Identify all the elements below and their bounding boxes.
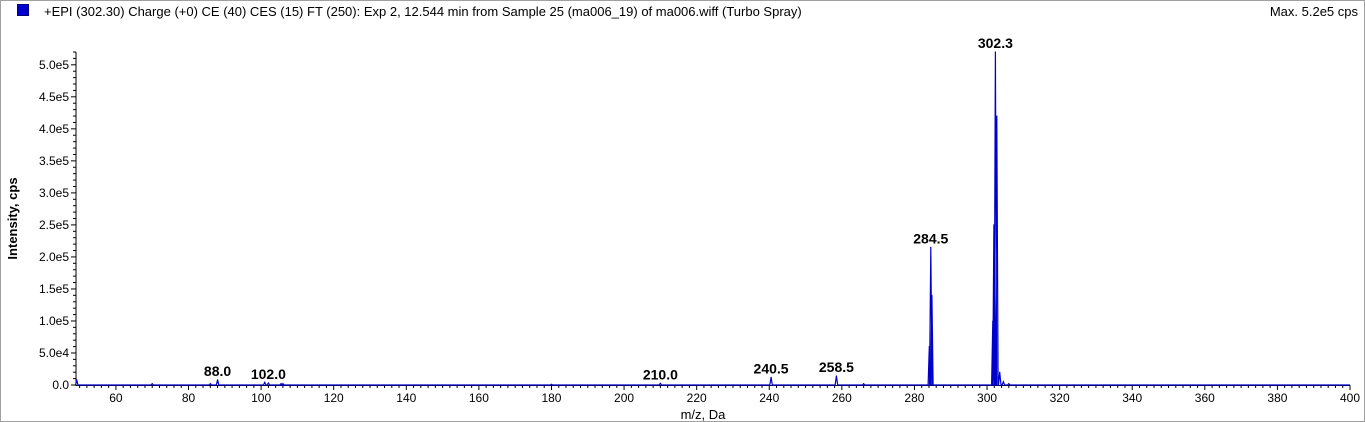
x-tick-label: 320	[1050, 391, 1070, 405]
y-ticks: 0.0 5.0e4 1.0e5 1.5e5 2.0e5 2.5e5 3.0e5 3.5e5 4.…	[39, 51, 76, 392]
y-axis-label: Intensity, cps	[5, 177, 20, 259]
y-tick-label: 5.0e5	[39, 58, 69, 72]
peak-label: 302.3	[978, 35, 1013, 51]
data-point	[76, 379, 78, 381]
peak-label: 258.5	[819, 359, 854, 375]
x-tick-label: 220	[687, 391, 707, 405]
data-point	[267, 382, 269, 384]
data-point	[151, 383, 153, 385]
data-point	[209, 383, 211, 385]
data-point	[994, 51, 996, 53]
y-tick-label: 4.0e5	[39, 122, 69, 136]
x-tick-label: 260	[832, 391, 852, 405]
series-line	[74, 51, 1350, 386]
x-tick-label: 100	[251, 391, 271, 405]
peak-label: 210.0	[643, 366, 678, 382]
data-point	[996, 115, 998, 117]
peak-label: 102.0	[251, 366, 286, 382]
y-tick-label: 3.0e5	[39, 186, 69, 200]
data-point	[930, 246, 932, 248]
x-tick-label: 60	[109, 391, 123, 405]
peak-label: 240.5	[754, 360, 789, 376]
data-point	[931, 294, 933, 296]
y-tick-label: 2.5e5	[39, 218, 69, 232]
x-tick-label: 280	[904, 391, 924, 405]
axes	[75, 52, 1350, 386]
max-intensity-label: Max. 5.2e5 cps	[1269, 4, 1358, 19]
data-point	[264, 381, 266, 384]
x-tick-label: 140	[396, 391, 416, 405]
series-group	[74, 51, 1350, 386]
x-tick-label: 180	[541, 391, 561, 405]
x-tick-label: 80	[182, 391, 196, 405]
data-point	[1008, 383, 1010, 385]
x-tick-label: 400	[1340, 391, 1360, 405]
peak-annotations: 88.0 102.0 210.0 240.5 258.5 284.5 302.3	[204, 35, 1013, 382]
peak-label: 88.0	[204, 363, 231, 379]
data-point	[863, 383, 865, 385]
data-point	[835, 375, 838, 377]
data-point	[928, 345, 930, 348]
x-tick-label: 300	[977, 391, 997, 405]
x-tick-label: 120	[324, 391, 344, 405]
x-tick-label: 380	[1267, 391, 1287, 405]
data-point	[280, 383, 282, 385]
data-point	[1002, 381, 1004, 383]
y-tick-label: 3.5e5	[39, 154, 69, 168]
y-tick-label: 0.0	[52, 378, 69, 392]
y-tick-label: 2.0e5	[39, 250, 69, 264]
y-tick-label: 5.0e4	[39, 346, 69, 360]
data-point	[659, 382, 661, 384]
chart-title: +EPI (302.30) Charge (+0) CE (40) CES (1…	[44, 4, 802, 19]
x-tick-label: 340	[1122, 391, 1142, 405]
x-tick-label: 240	[759, 391, 779, 405]
data-point	[216, 379, 219, 381]
x-ticks: 60 80 100 120 140 160 180 200 220 240 260 280 300 320…	[79, 385, 1360, 405]
peak-label: 284.5	[913, 230, 948, 246]
x-axis-label: m/z, Da	[681, 407, 727, 422]
data-point	[770, 376, 772, 378]
legend-swatch-icon	[17, 4, 29, 16]
data-point	[550, 383, 553, 385]
y-tick-label: 4.5e5	[39, 90, 69, 104]
y-tick-label: 1.0e5	[39, 314, 69, 328]
data-point	[993, 224, 995, 226]
x-tick-label: 360	[1195, 391, 1215, 405]
x-tick-label: 160	[469, 391, 489, 405]
data-point	[282, 383, 284, 385]
data-point	[992, 320, 994, 322]
x-tick-label: 200	[614, 391, 634, 405]
y-tick-label: 1.5e5	[39, 282, 69, 296]
data-point	[999, 371, 1001, 373]
